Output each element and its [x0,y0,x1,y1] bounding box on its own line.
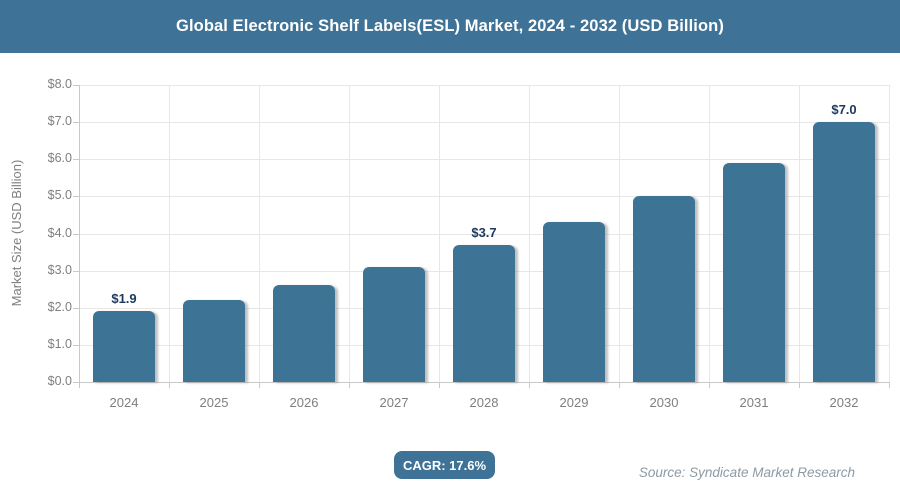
bar-2029 [543,222,605,382]
y-tick-mark [73,122,79,124]
y-tick-mark [73,233,79,235]
x-gridline [709,85,710,382]
bar-2025 [183,300,245,382]
bar-value-label: $1.9 [111,291,137,307]
bar-2031 [723,162,785,382]
plot-area: $1.9 $3.7 $7.0 [79,85,890,383]
x-tick-mark [259,382,260,388]
x-gridline [259,85,260,382]
x-gridline [529,85,530,382]
bar-2026 [273,285,335,382]
x-tick-mark [439,382,440,388]
bar-2027 [363,266,425,382]
bar-value-label: $3.7 [471,224,497,240]
y-tick-label: $6.0 [47,151,72,166]
x-tick-mark [529,382,530,388]
y-tick-mark [73,85,79,86]
x-tick-label: 2028 [469,395,499,410]
y-tick-mark [73,382,79,383]
x-tick-mark [79,382,80,388]
y-tick-label: $5.0 [47,188,72,203]
x-gridline [169,85,170,382]
footer: CAGR: 17.6% Source: Syndicate Market Res… [0,440,900,500]
x-gridline [889,85,890,382]
cagr-badge: CAGR: 17.6% [394,451,495,479]
source-text: Source: Syndicate Market Research [638,465,855,480]
y-tick-label: $4.0 [47,225,72,240]
y-tick-label: $2.0 [47,299,72,314]
y-gridline [79,196,889,198]
x-tick-mark [709,382,710,388]
y-gridline [79,159,889,161]
x-axis-line [79,382,889,383]
bar-2024 [93,311,155,382]
chart-area: Market Size (USD Billion) $1.9 $3.7 $7.0 $… [0,53,900,500]
y-tick-label: $8.0 [47,77,72,91]
y-tick-label: $0.0 [47,374,72,388]
y-gridline [79,85,889,86]
x-tick-mark [889,382,890,388]
chart-title: Global Electronic Shelf Labels(ESL) Mark… [176,17,724,35]
x-tick-label: 2032 [829,395,859,410]
x-tick-label: 2026 [289,395,319,410]
bar-value-label: $7.0 [831,102,857,118]
x-tick-mark [799,382,800,388]
y-tick-mark [73,159,79,161]
bar-2030 [633,196,695,382]
y-tick-mark [73,307,79,309]
bar-2032 [813,122,875,382]
x-tick-label: 2025 [199,395,229,410]
x-gridline [799,85,800,382]
x-gridline [619,85,620,382]
x-tick-label: 2024 [109,395,139,410]
x-gridline [439,85,440,382]
x-tick-mark [169,382,170,388]
x-tick-label: 2031 [739,395,769,410]
y-tick-label: $7.0 [47,114,72,129]
y-tick-mark [73,196,79,198]
x-gridline [349,85,350,382]
x-tick-mark [349,382,350,388]
y-tick-label: $1.0 [47,336,72,351]
y-gridline [79,233,889,235]
y-tick-mark [73,270,79,272]
x-tick-label: 2029 [559,395,589,410]
bar-2028 [453,244,515,382]
x-tick-mark [619,382,620,388]
x-tick-label: 2027 [379,395,409,410]
y-tick-mark [73,344,79,346]
x-tick-label: 2030 [649,395,679,410]
y-tick-label: $3.0 [47,262,72,277]
y-axis-line [79,85,80,382]
title-bar: Global Electronic Shelf Labels(ESL) Mark… [0,0,900,53]
y-gridline [79,122,889,124]
